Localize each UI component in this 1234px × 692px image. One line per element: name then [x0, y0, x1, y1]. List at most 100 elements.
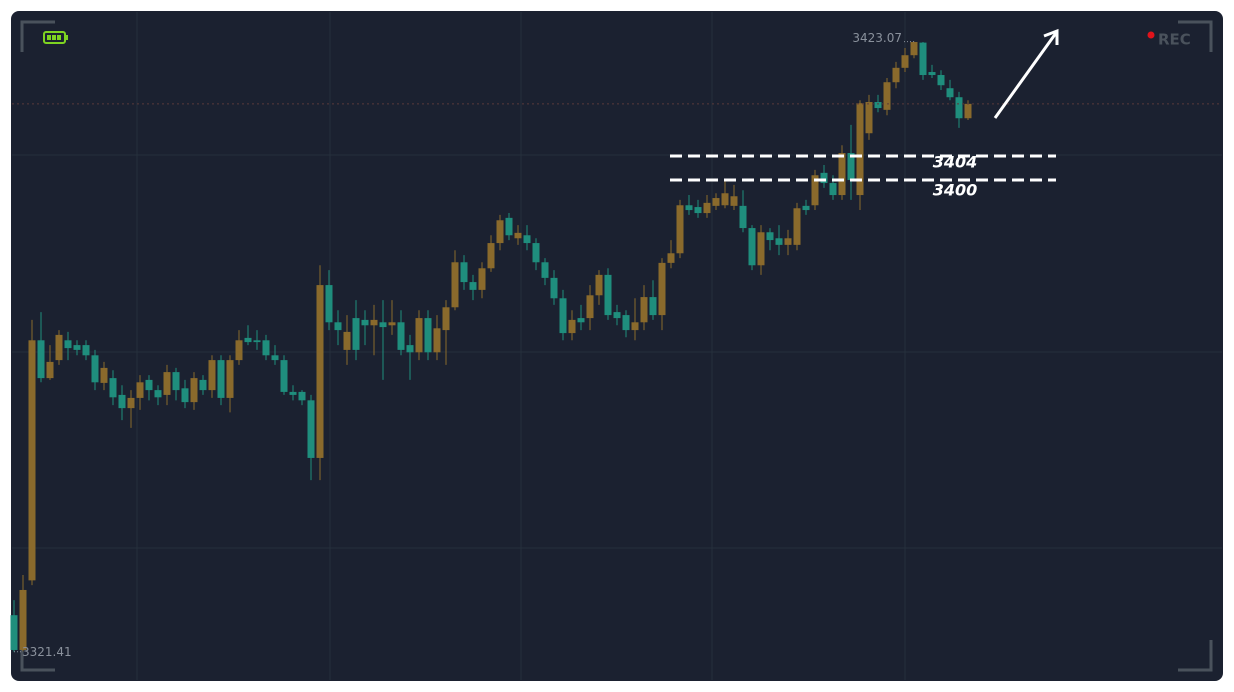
- candle-body: [766, 232, 774, 241]
- candle-body: [82, 345, 90, 356]
- candle-body: [469, 282, 477, 290]
- min-label: 3321.41: [22, 645, 72, 659]
- candle-body: [19, 589, 27, 650]
- candle-body: [847, 153, 855, 181]
- candle-body: [442, 307, 450, 331]
- candle-body: [298, 391, 306, 401]
- candle-body: [388, 322, 396, 326]
- candle-body: [307, 400, 315, 458]
- candle-body: [127, 397, 135, 409]
- candle-body: [154, 390, 162, 398]
- corner-brackets: [20, 20, 1213, 672]
- candle-body: [109, 378, 117, 398]
- candle-body: [775, 238, 783, 245]
- candle-body: [406, 345, 414, 353]
- candle-body: [73, 345, 81, 350]
- candle-body: [379, 322, 387, 328]
- candle-body: [181, 388, 189, 403]
- candle-body: [55, 334, 63, 361]
- candle-body: [784, 238, 792, 245]
- candle-body: [883, 82, 891, 110]
- candle-body: [514, 232, 522, 239]
- rec-label: REC: [1158, 31, 1191, 49]
- candle-body: [856, 103, 864, 196]
- candle-body: [676, 205, 684, 254]
- rec-dot: [1147, 31, 1155, 39]
- candle-body: [694, 207, 702, 214]
- candle-body: [190, 378, 198, 403]
- candle-body: [964, 103, 972, 119]
- candle-body: [433, 328, 441, 353]
- candle-body: [559, 298, 567, 334]
- plot: 3404 3400 3423.07 3321.41: [10, 31, 1222, 659]
- candle-body: [955, 97, 963, 119]
- candle-body: [280, 360, 288, 392]
- candle-body: [343, 331, 351, 350]
- candle-body: [325, 285, 333, 323]
- candle-body: [667, 253, 675, 263]
- candle-body: [100, 367, 108, 383]
- candle-body: [595, 274, 603, 296]
- candle-body: [352, 318, 360, 350]
- candle-body: [235, 340, 243, 361]
- candle-body: [928, 72, 936, 76]
- candle-body: [415, 318, 423, 353]
- candle-body: [721, 193, 729, 206]
- panel: [11, 11, 1223, 681]
- candle-body: [604, 274, 612, 316]
- candle-body: [748, 228, 756, 266]
- candle-body: [487, 243, 495, 269]
- candle-body: [145, 379, 153, 391]
- battery-icon: [43, 31, 68, 44]
- candle-body: [217, 360, 225, 398]
- candle-body: [937, 75, 945, 86]
- candle-body: [577, 318, 585, 323]
- candle-body: [91, 355, 99, 383]
- candle-body: [361, 319, 369, 326]
- level-label: 3400: [933, 181, 978, 200]
- candle-body: [541, 262, 549, 278]
- candle-body: [532, 243, 540, 263]
- candle-body: [262, 340, 270, 356]
- candle-body: [901, 55, 909, 68]
- candle-body: [496, 220, 504, 244]
- candle-body: [865, 102, 873, 134]
- candle-body: [568, 319, 576, 334]
- candle-body: [658, 262, 666, 316]
- candle-body: [424, 318, 432, 353]
- candle-body: [10, 615, 18, 650]
- candle-body: [397, 322, 405, 350]
- candle-body: [505, 217, 513, 236]
- candle-body: [478, 268, 486, 290]
- candle-body: [757, 232, 765, 266]
- candle-body: [271, 355, 279, 361]
- candle-body: [910, 42, 918, 56]
- candle-body: [28, 340, 36, 581]
- candle-body: [37, 340, 45, 379]
- candle-body: [460, 262, 468, 283]
- candle-body: [838, 153, 846, 196]
- candle-body: [244, 337, 252, 343]
- candle-body: [118, 394, 126, 409]
- candle-body: [712, 198, 720, 206]
- candle-body: [874, 102, 882, 109]
- candle-body: [451, 262, 459, 308]
- candle-body: [586, 295, 594, 319]
- candle-body: [631, 322, 639, 331]
- candle-body: [829, 183, 837, 196]
- candle-body: [685, 205, 693, 211]
- candle-body: [640, 297, 648, 323]
- candle-body: [802, 205, 810, 211]
- candle-body: [793, 208, 801, 245]
- candle-body: [892, 67, 900, 83]
- candle-body: [946, 88, 954, 98]
- candle-body: [163, 372, 171, 395]
- candle-body: [523, 235, 531, 244]
- candle-body: [334, 322, 342, 331]
- candle-body: [730, 196, 738, 206]
- candle-body: [199, 379, 207, 391]
- candle-body: [46, 361, 54, 379]
- candle-body: [703, 202, 711, 214]
- candle-body: [820, 172, 828, 184]
- level-label: 3404: [933, 153, 978, 172]
